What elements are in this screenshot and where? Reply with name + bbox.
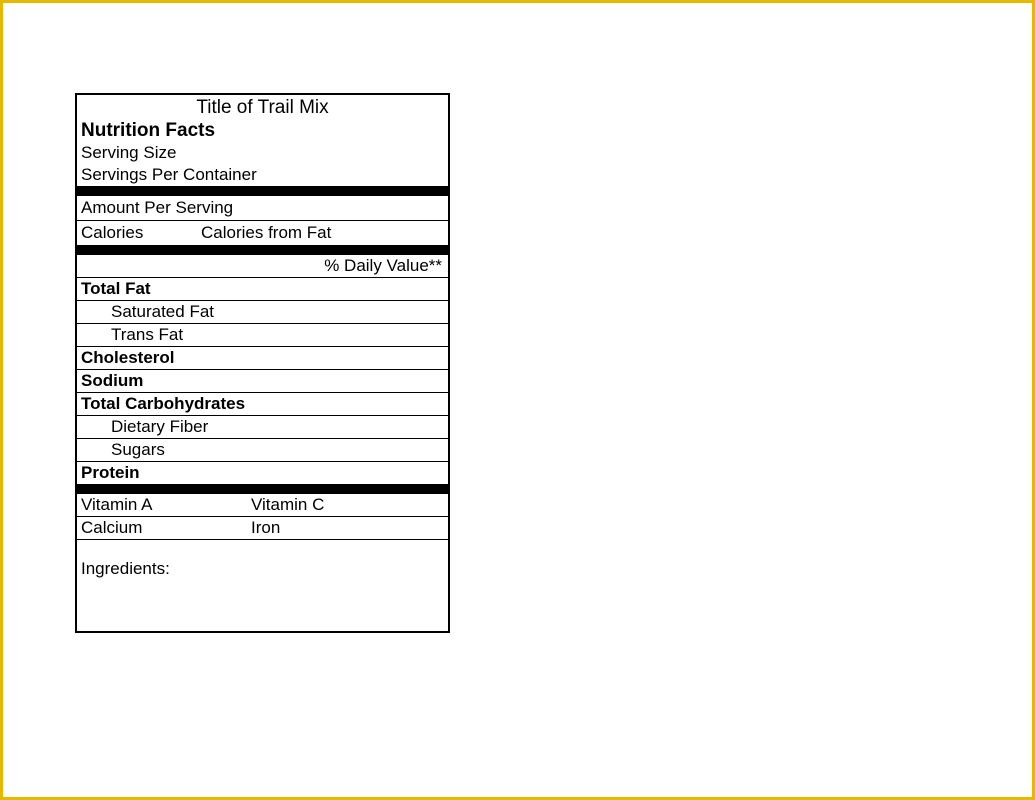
nutrient-row: Cholesterol bbox=[77, 346, 448, 369]
page-frame: Title of Trail Mix Nutrition Facts Servi… bbox=[0, 0, 1035, 800]
calcium-label: Calcium bbox=[81, 517, 251, 539]
servings-per-container-row: Servings Per Container bbox=[77, 164, 448, 186]
nutrient-row: Protein bbox=[77, 461, 448, 484]
nutrient-row: Total Fat bbox=[77, 277, 448, 300]
nutrient-row: Sodium bbox=[77, 369, 448, 392]
nutrition-facts-heading: Nutrition Facts bbox=[77, 119, 448, 142]
vitamin-c-label: Vitamin C bbox=[251, 494, 324, 516]
divider-bar bbox=[77, 484, 448, 494]
daily-value-header: % Daily Value** bbox=[77, 255, 448, 277]
calories-from-fat-label: Calories from Fat bbox=[201, 221, 331, 245]
vitamins-row: Vitamin A Vitamin C bbox=[77, 494, 448, 516]
label-title: Title of Trail Mix bbox=[77, 95, 448, 119]
vitamin-a-label: Vitamin A bbox=[81, 494, 251, 516]
iron-label: Iron bbox=[251, 517, 280, 539]
nutrition-label: Title of Trail Mix Nutrition Facts Servi… bbox=[75, 93, 450, 633]
divider-bar bbox=[77, 186, 448, 196]
nutrient-row: Trans Fat bbox=[77, 323, 448, 346]
nutrient-row: Sugars bbox=[77, 438, 448, 461]
nutrient-row: Dietary Fiber bbox=[77, 415, 448, 438]
calories-row: Calories Calories from Fat bbox=[77, 220, 448, 245]
minerals-row: Calcium Iron bbox=[77, 516, 448, 539]
nutrient-row: Saturated Fat bbox=[77, 300, 448, 323]
amount-per-serving-row: Amount Per Serving bbox=[77, 196, 448, 220]
calories-label: Calories bbox=[81, 221, 201, 245]
serving-size-row: Serving Size bbox=[77, 142, 448, 164]
divider-bar bbox=[77, 245, 448, 255]
ingredients-row: Ingredients: bbox=[77, 539, 448, 631]
nutrient-row: Total Carbohydrates bbox=[77, 392, 448, 415]
